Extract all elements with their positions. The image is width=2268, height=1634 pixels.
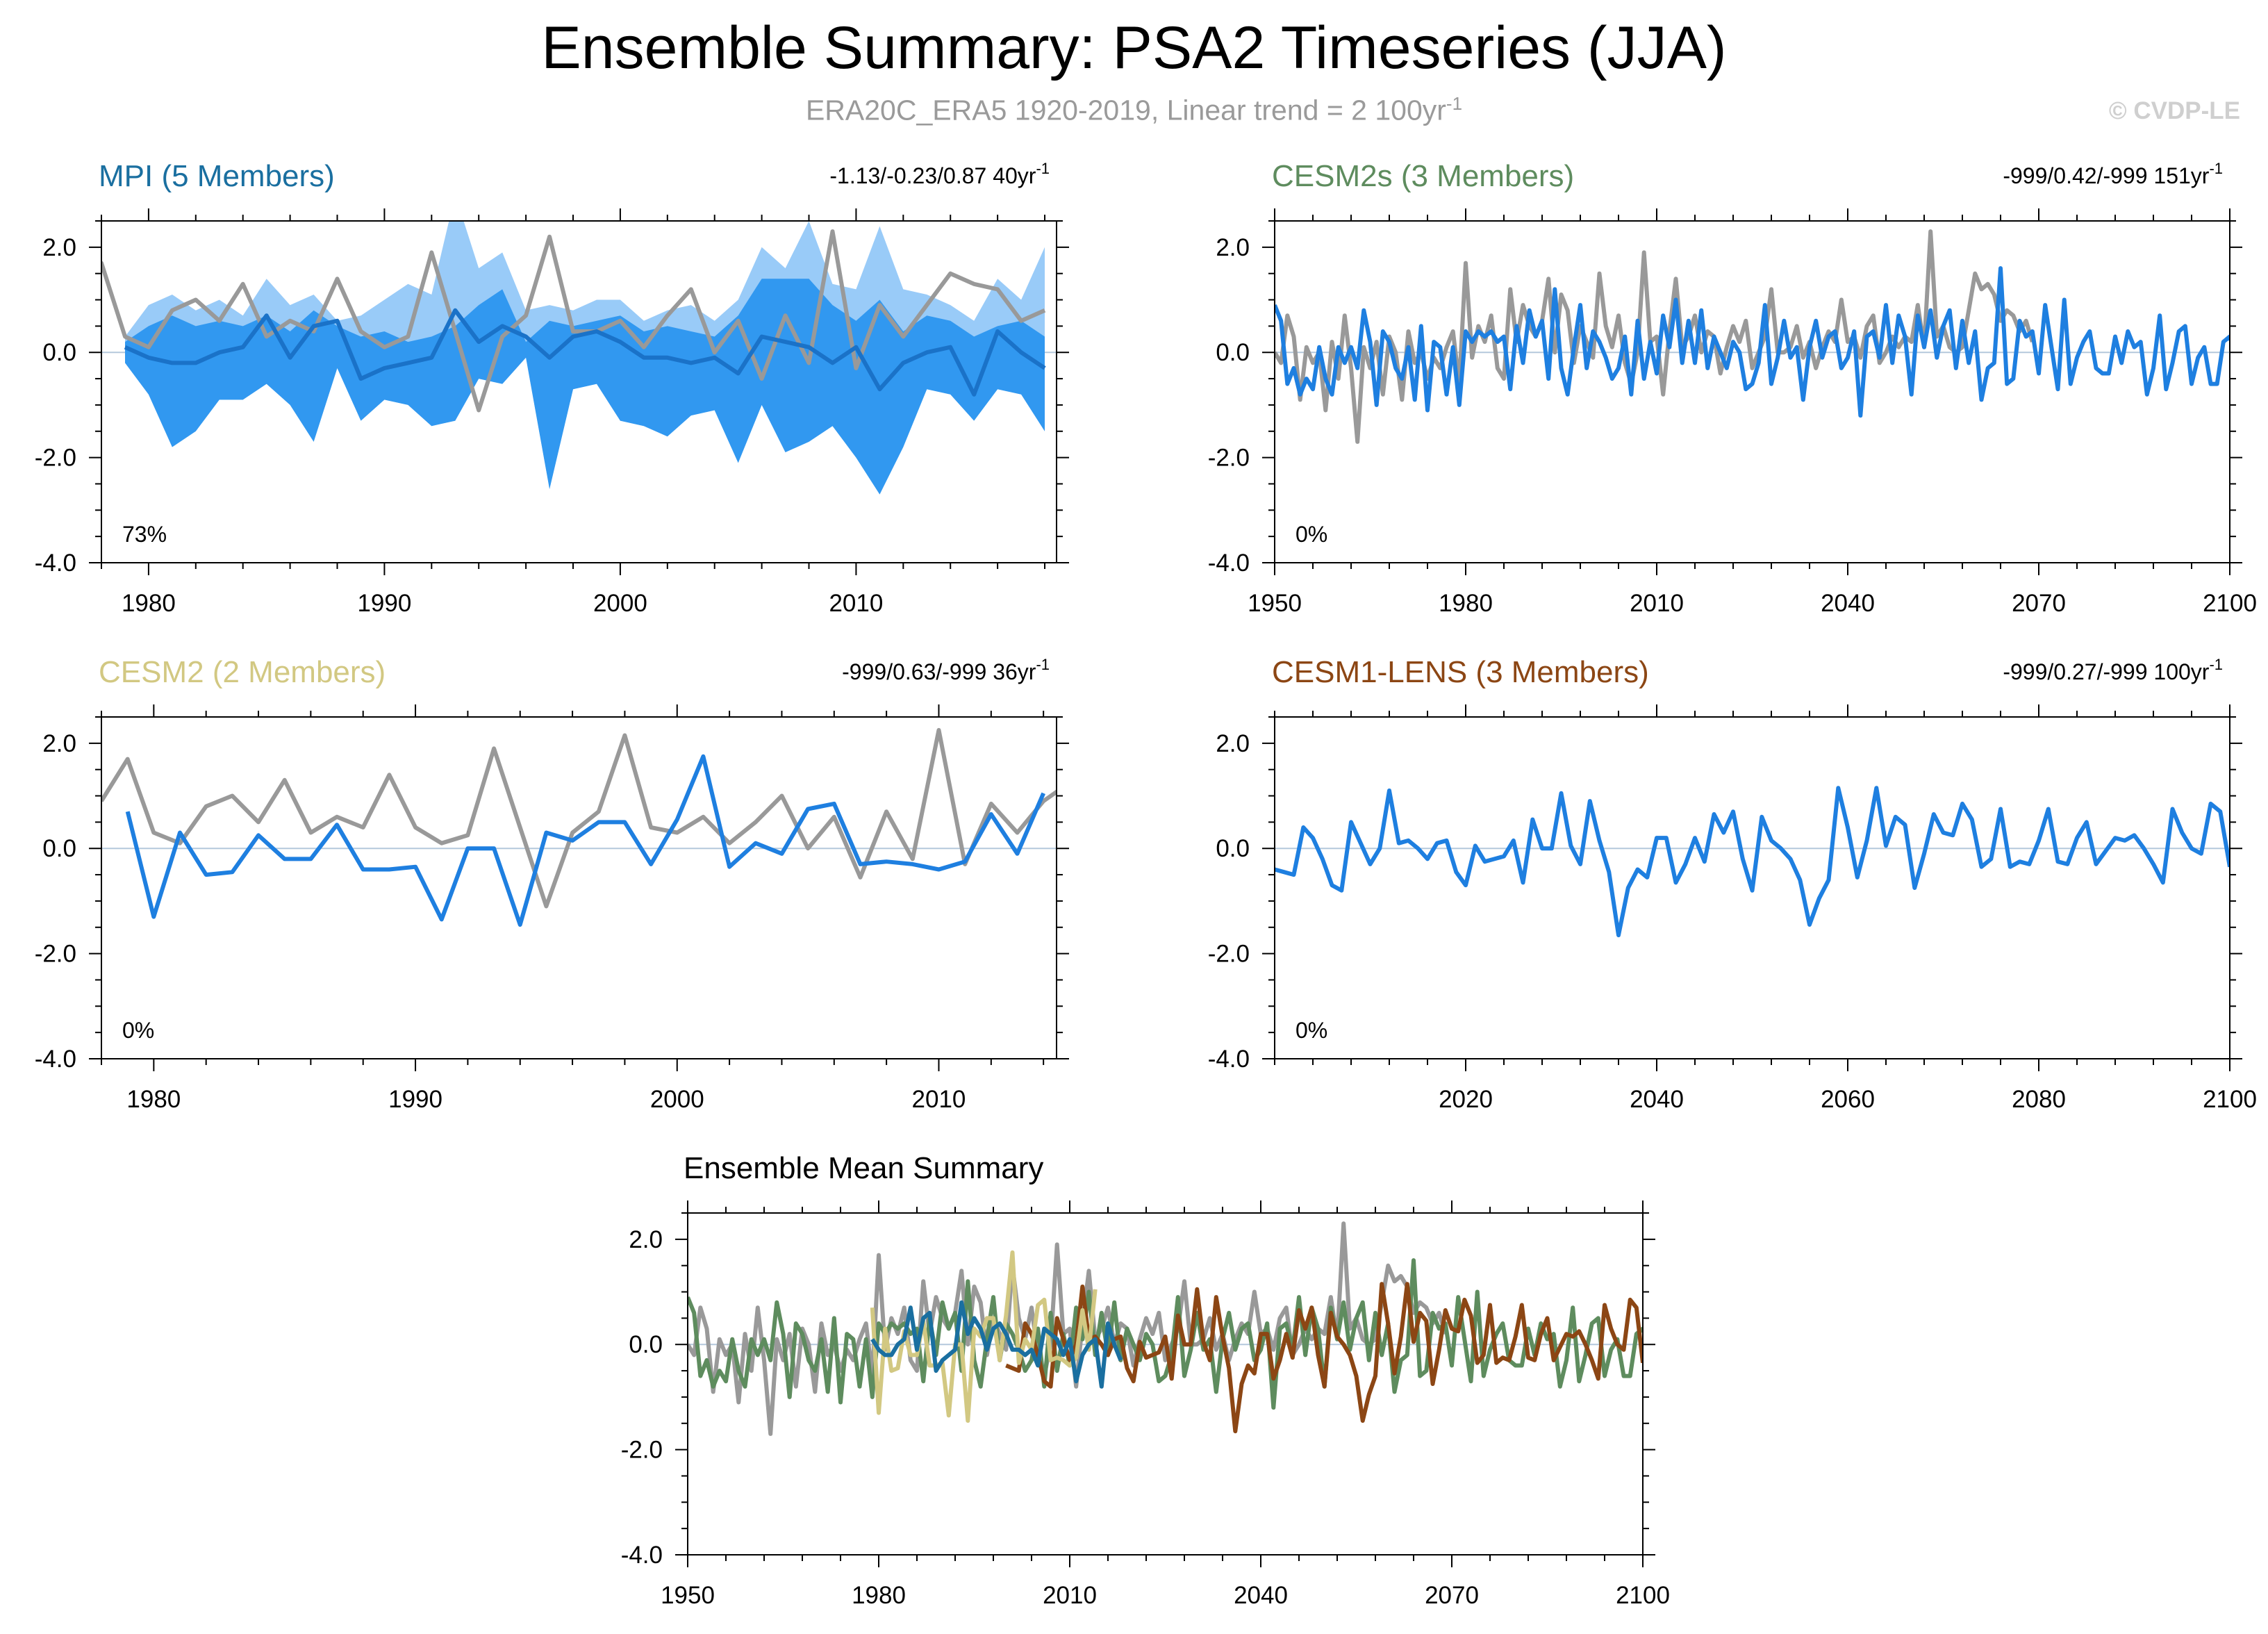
observed-series-line [101, 229, 1046, 413]
plot-frame [687, 1212, 1644, 1555]
x-tick-label: 1990 [388, 1086, 442, 1113]
y-tick-label: 0.0 [1216, 339, 1250, 366]
ensemble-series-line [1275, 266, 2230, 418]
y-tick-label: -2.0 [1208, 941, 1250, 968]
summary-line-mpi [870, 1300, 1123, 1389]
plot-frame [101, 220, 1057, 563]
x-tick-label: 2020 [1439, 1086, 1493, 1113]
panel-title: CESM2s (3 Members) [1272, 159, 1574, 193]
y-tick-label: -2.0 [621, 1437, 663, 1464]
x-tick-label: 2100 [2203, 590, 2257, 617]
panel-stats: -999/0.63/-999 36yr-1 [842, 656, 1050, 684]
x-tick-label: 2040 [1821, 590, 1875, 617]
panel-plot-area [101, 727, 1057, 927]
panel-title: Ensemble Mean Summary [684, 1151, 1043, 1185]
panel-stats-sup: -1 [1036, 656, 1050, 673]
x-tick-label: 2010 [912, 1086, 966, 1113]
y-tick-label: 0.0 [629, 1331, 663, 1358]
x-tick-label: 1980 [852, 1582, 906, 1609]
y-tick-label: 0.0 [42, 835, 76, 862]
y-tick-label: -4.0 [1208, 550, 1250, 577]
y-tick-label: -4.0 [35, 550, 76, 577]
x-tick-label: 2070 [2012, 590, 2066, 617]
panel-cesm1: -4.0 -2.0 0.0 2.0 2020 2040 2060 2080 2100 CESM1-… [1208, 655, 2257, 1113]
x-tick-label: 2080 [2012, 1086, 2066, 1113]
x-tick-label: 1980 [1439, 590, 1493, 617]
y-tick-label: 2.0 [42, 234, 76, 261]
panel-stats-text: -999/0.42/-999 151yr [2003, 163, 2209, 188]
panel-ensmean: -4.0 -2.0 0.0 2.0 1950 1980 2010 2040 2070 2100 En… [621, 1151, 1670, 1609]
x-tick-label: 1990 [357, 590, 411, 617]
panel-stats: -999/0.27/-999 100yr-1 [2003, 656, 2223, 684]
y-tick-label: 2.0 [1216, 730, 1250, 757]
panel-mpi: -4.0 -2.0 0.0 2.0 1980 1990 2000 2010 MPI (5 Mem… [35, 159, 1069, 617]
x-tick-label: 2040 [1234, 1582, 1288, 1609]
x-tick-label: 2040 [1630, 1086, 1684, 1113]
x-tick-label: 2100 [1616, 1582, 1670, 1609]
plot-frame [101, 716, 1057, 1059]
panel-plot-area [1275, 786, 2230, 938]
panel-title: CESM2 (2 Members) [99, 655, 386, 689]
panel-plot-area [1275, 229, 2230, 444]
y-tick-label: 2.0 [1216, 234, 1250, 261]
panel-percent-label: 0% [1296, 522, 1327, 547]
panel-stats: -1.13/-0.23/0.87 40yr-1 [829, 160, 1050, 188]
y-tick-label: -4.0 [621, 1542, 663, 1569]
x-tick-label: 2060 [1821, 1086, 1875, 1113]
y-tick-label: -2.0 [35, 941, 76, 968]
panel-cesm2s: -4.0 -2.0 0.0 2.0 1950 1980 2010 2040 2070 2100 CE… [1208, 159, 2257, 617]
panel-stats-text: -999/0.63/-999 36yr [842, 659, 1036, 684]
panel-cesm2: -4.0 -2.0 0.0 2.0 1980 1990 2000 2010 CESM2 (2 M… [35, 655, 1069, 1113]
figure-title: Ensemble Summary: PSA2 Timeseries (JJA) [541, 15, 1727, 81]
copyright-label: © CVDP-LE [2108, 97, 2240, 124]
y-tick-label: 2.0 [629, 1226, 663, 1253]
panel-percent-label: 0% [122, 1018, 154, 1043]
x-tick-label: 2010 [829, 590, 883, 617]
y-tick-label: 0.0 [1216, 835, 1250, 862]
panel-stats-sup: -1 [2209, 656, 2223, 673]
panel-title: CESM1-LENS (3 Members) [1272, 655, 1649, 689]
ensemble-series-line [1275, 786, 2230, 938]
panel-percent-label: 0% [1296, 1018, 1327, 1043]
panel-plot-area [688, 1221, 1643, 1436]
panel-plot-area [101, 221, 1057, 495]
y-tick-label: -4.0 [1208, 1046, 1250, 1073]
panel-stats-text: -999/0.27/-999 100yr [2003, 659, 2209, 684]
ensemble-series-line [125, 754, 1045, 927]
x-tick-label: 2000 [593, 590, 647, 617]
figure-subtitle-sup: -1 [1446, 93, 1463, 114]
figure-subtitle: ERA20C_ERA5 1920-2019, Linear trend = 2 … [0, 93, 2268, 127]
plot-frame [1274, 716, 2230, 1059]
x-tick-label: 1980 [126, 1086, 181, 1113]
x-tick-label: 2000 [650, 1086, 704, 1113]
panel-stats-text: -1.13/-0.23/0.87 40yr [829, 163, 1036, 188]
summary-line-cesm2 [870, 1250, 1098, 1423]
observed-series-line [101, 727, 1057, 909]
summary-line-cesm2s [688, 1258, 1643, 1410]
plot-frame [1274, 220, 2230, 563]
y-tick-label: -2.0 [1208, 445, 1250, 472]
y-tick-label: 0.0 [42, 339, 76, 366]
panel-percent-label: 73% [122, 522, 167, 547]
x-tick-label: 1950 [1248, 590, 1302, 617]
panel-stats: -999/0.42/-999 151yr-1 [2003, 160, 2223, 188]
x-tick-label: 1980 [122, 590, 176, 617]
y-tick-label: -4.0 [35, 1046, 76, 1073]
panel-stats-sup: -1 [1036, 160, 1050, 177]
panel-stats-sup: -1 [2209, 160, 2223, 177]
panel-title: MPI (5 Members) [99, 159, 335, 193]
summary-line-cesm1-lens [1005, 1282, 1643, 1434]
x-tick-label: 2070 [1425, 1582, 1479, 1609]
ensemble-mean-line [124, 308, 1046, 397]
figure-subtitle-text: ERA20C_ERA5 1920-2019, Linear trend = 2 … [805, 94, 1446, 126]
x-tick-label: 2010 [1630, 590, 1684, 617]
x-tick-label: 1950 [661, 1582, 715, 1609]
x-tick-label: 2010 [1043, 1582, 1097, 1609]
x-tick-label: 2100 [2203, 1086, 2257, 1113]
y-tick-label: 2.0 [42, 730, 76, 757]
y-tick-label: -2.0 [35, 445, 76, 472]
